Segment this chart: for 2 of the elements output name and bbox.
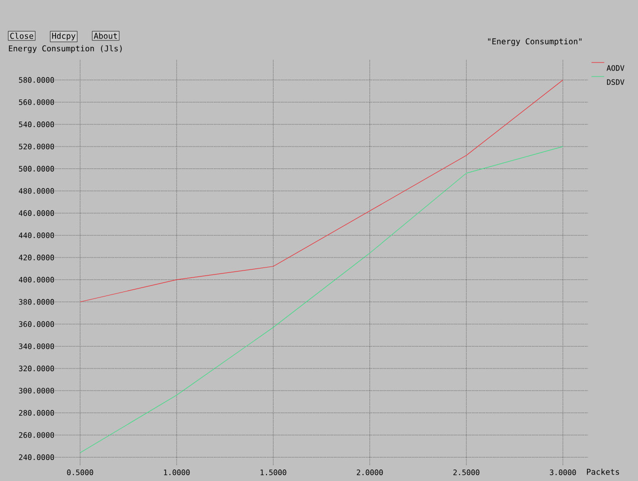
line-series [80, 146, 564, 454]
line-series [80, 80, 564, 302]
